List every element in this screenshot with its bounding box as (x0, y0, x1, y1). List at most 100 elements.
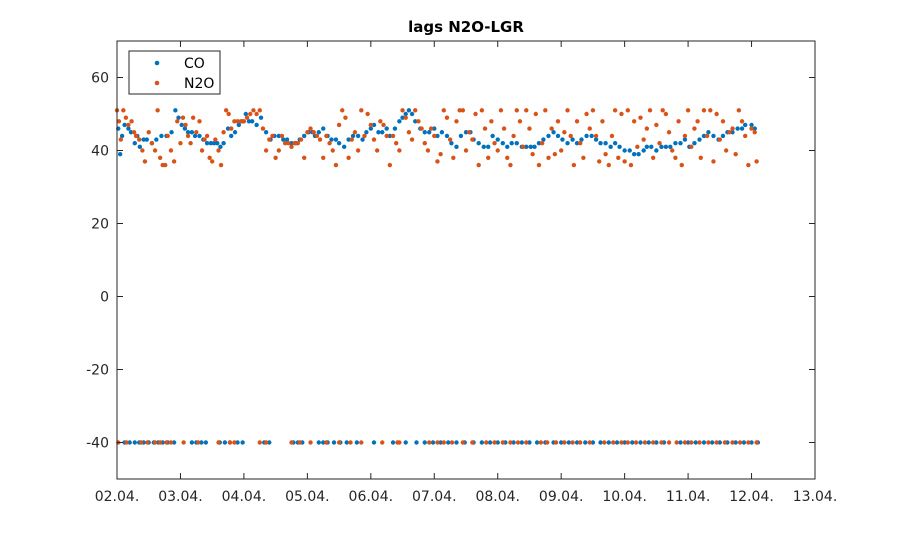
data-point-co (384, 126, 389, 131)
data-point-n2o (746, 162, 751, 168)
data-point-n2o (553, 440, 559, 445)
data-point-n2o (297, 440, 302, 445)
data-point-n2o (514, 108, 519, 113)
data-point-n2o (482, 126, 488, 131)
data-point-n2o (676, 119, 681, 124)
data-point-n2o (739, 119, 745, 124)
data-point-co (644, 144, 650, 150)
data-point-co (685, 440, 691, 445)
data-point-co (649, 144, 654, 150)
data-point-co (589, 133, 594, 139)
data-point-co (432, 126, 437, 131)
data-point-n2o (470, 440, 475, 445)
data-point-co (646, 440, 651, 445)
data-point-co (336, 141, 342, 146)
data-point-n2o (670, 148, 675, 153)
data-point-n2o (165, 133, 170, 139)
data-point-co (678, 440, 683, 445)
data-point-n2o (204, 133, 210, 139)
data-point-co (590, 440, 596, 445)
data-point-n2o (138, 440, 144, 445)
data-point-co (126, 126, 131, 131)
data-point-co (560, 137, 565, 142)
data-point-co (565, 141, 570, 146)
data-point-co (733, 440, 738, 445)
data-point-co (536, 141, 542, 146)
data-point-n2o (479, 108, 485, 113)
data-point-n2o (279, 133, 285, 139)
data-point-co (574, 141, 580, 146)
data-point-co (614, 440, 620, 445)
data-point-n2o (466, 130, 472, 135)
data-point-co (630, 440, 635, 445)
data-point-n2o (289, 144, 294, 150)
x-tick-label: 07.04. (412, 489, 457, 505)
data-point-n2o (631, 119, 637, 124)
data-point-n2o (650, 440, 656, 445)
data-point-n2o (536, 162, 542, 168)
data-point-n2o (590, 108, 596, 113)
data-point-n2o (190, 115, 196, 120)
data-point-n2o (374, 148, 380, 153)
data-point-co (693, 440, 698, 445)
data-point-n2o (263, 440, 269, 445)
y-tick-label: 20 (91, 217, 109, 233)
y-axis: 60 40 20 0 -20 -40 (86, 71, 815, 452)
data-point-n2o (216, 440, 221, 445)
data-point-co (284, 137, 290, 142)
data-point-n2o (348, 440, 353, 445)
data-point-n2o (545, 440, 550, 445)
data-point-n2o (355, 148, 361, 153)
data-point-n2o (749, 126, 754, 131)
data-point-co (182, 126, 188, 131)
data-point-co (697, 137, 702, 142)
data-point-n2o (359, 440, 364, 445)
data-point-co (439, 130, 445, 135)
data-point-n2o (163, 162, 168, 168)
data-point-n2o (178, 141, 183, 146)
data-point-n2o (251, 108, 256, 113)
data-point-n2o (660, 108, 665, 113)
data-point-n2o (611, 440, 616, 445)
data-point-co (211, 141, 217, 146)
data-point-n2o (552, 151, 558, 157)
data-point-n2o (635, 144, 640, 150)
legend-marker-co (154, 60, 160, 66)
data-point-co (663, 144, 669, 150)
data-point-n2o (349, 137, 354, 142)
data-point-co (203, 440, 209, 445)
data-point-n2o (515, 440, 521, 445)
legend-box (128, 50, 221, 95)
data-point-n2o (263, 148, 269, 153)
data-point-n2o (321, 155, 326, 160)
data-point-n2o (301, 155, 307, 160)
data-point-n2o (562, 130, 567, 135)
data-point-n2o (276, 148, 282, 153)
data-point-co (636, 151, 641, 157)
data-point-co (371, 122, 377, 128)
data-point-n2o (199, 148, 205, 153)
data-point-n2o (622, 159, 627, 164)
data-point-n2o (737, 440, 743, 445)
data-point-co (301, 133, 307, 139)
x-tick-label: 13.04. (793, 489, 838, 505)
data-point-n2o (343, 115, 348, 120)
data-point-n2o (524, 108, 529, 113)
data-point-co (354, 440, 360, 445)
data-point-n2o (298, 137, 304, 142)
data-point-co (179, 122, 184, 128)
data-point-n2o (232, 440, 237, 445)
data-point-co (692, 141, 697, 146)
data-point-n2o (543, 108, 548, 113)
data-point-n2o (642, 440, 648, 445)
data-point-co (593, 137, 599, 142)
data-point-co (701, 133, 707, 139)
data-point-n2o (387, 162, 393, 168)
data-point-n2o (673, 155, 678, 160)
y-tick-label: 0 (100, 290, 109, 306)
data-point-n2o (403, 115, 408, 120)
data-point-co (458, 133, 464, 139)
data-point-n2o (397, 440, 402, 445)
data-point-n2o (633, 440, 639, 445)
